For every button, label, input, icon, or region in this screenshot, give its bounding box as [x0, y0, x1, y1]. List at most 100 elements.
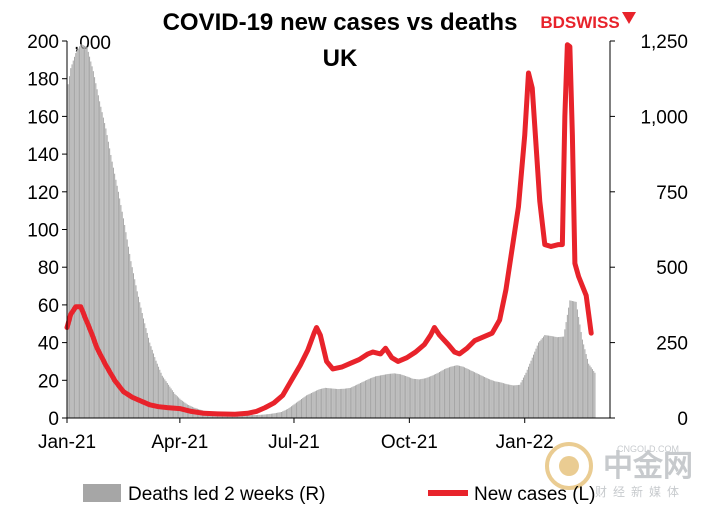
deaths-bar	[124, 224, 126, 418]
new-cases-point	[149, 404, 151, 406]
new-cases-point	[190, 410, 192, 412]
deaths-bar	[548, 335, 550, 418]
deaths-bar	[67, 84, 69, 418]
deaths-bar	[303, 397, 305, 418]
new-cases-point	[474, 340, 476, 342]
deaths-bar	[588, 363, 590, 418]
deaths-bar	[423, 378, 425, 418]
deaths-bar	[387, 373, 389, 418]
deaths-bar	[516, 385, 518, 418]
deaths-bar	[549, 335, 551, 418]
deaths-bar	[131, 267, 133, 418]
deaths-bar	[150, 346, 152, 418]
deaths-bar	[121, 211, 123, 418]
deaths-bar	[170, 388, 172, 418]
deaths-bar	[395, 373, 397, 418]
deaths-bar	[385, 374, 387, 418]
deaths-bar	[143, 318, 144, 418]
deaths-bar	[381, 375, 383, 418]
deaths-bar	[127, 246, 129, 418]
deaths-bar	[323, 388, 325, 418]
new-cases-point	[535, 144, 537, 146]
deaths-bar	[462, 366, 464, 418]
deaths-bar	[301, 399, 303, 418]
deaths-bar	[465, 367, 467, 418]
deaths-bar	[536, 345, 538, 418]
deaths-bar	[590, 367, 592, 418]
deaths-bar	[306, 395, 308, 418]
deaths-bar	[543, 336, 545, 418]
deaths-bar	[466, 368, 468, 418]
deaths-bar	[368, 378, 370, 418]
deaths-bar	[431, 375, 433, 418]
deaths-bar	[100, 106, 102, 418]
new-cases-point	[588, 313, 590, 315]
new-cases-point	[140, 400, 142, 402]
deaths-bar	[344, 388, 346, 418]
deaths-bar	[106, 135, 108, 418]
new-cases-point	[566, 44, 568, 46]
deaths-bar	[392, 373, 394, 418]
deaths-bar	[544, 335, 546, 418]
deaths-bar	[422, 378, 424, 418]
deaths-bar	[243, 414, 245, 418]
deaths-bar	[487, 378, 489, 418]
deaths-bar	[421, 378, 423, 418]
deaths-bar	[125, 232, 127, 418]
deaths-bar	[166, 383, 168, 418]
deaths-bar	[492, 380, 494, 418]
new-cases-point	[131, 396, 133, 398]
deaths-bar	[75, 53, 77, 419]
deaths-bar	[308, 394, 310, 418]
deaths-bar	[426, 377, 428, 418]
deaths-bar	[364, 380, 366, 418]
deaths-bar	[311, 392, 313, 418]
deaths-bar	[86, 47, 88, 418]
deaths-bar	[556, 337, 558, 418]
deaths-bar	[446, 368, 448, 418]
deaths-bar	[546, 335, 548, 418]
deaths-bar	[484, 376, 486, 418]
deaths-bar	[467, 369, 469, 418]
legend-label-deaths: Deaths led 2 weeks (R)	[128, 484, 325, 505]
deaths-bar	[579, 324, 581, 418]
deaths-bar	[568, 307, 570, 418]
deaths-bar	[269, 413, 271, 418]
deaths-bar	[312, 392, 314, 418]
deaths-bar	[457, 365, 459, 418]
new-cases-point	[114, 379, 116, 381]
deaths-bar	[504, 383, 506, 418]
deaths-bar	[99, 101, 101, 418]
deaths-bar	[259, 414, 261, 418]
deaths-bar	[314, 391, 316, 418]
deaths-bar	[509, 384, 511, 418]
deaths-bar	[265, 414, 267, 418]
new-cases-point	[385, 347, 387, 349]
new-cases-point	[307, 349, 309, 351]
deaths-bar	[594, 372, 596, 418]
new-cases-point	[299, 364, 301, 366]
deaths-bar	[140, 307, 142, 418]
deaths-bar	[593, 370, 595, 418]
deaths-bar	[171, 390, 173, 418]
new-cases-point	[524, 134, 526, 136]
left-tick-label: 60	[38, 296, 59, 317]
brand-logo-icon	[622, 12, 636, 24]
right-axis-ticks: 0 250 500 750 1,000 1,250	[610, 32, 688, 430]
deaths-bar	[522, 377, 524, 418]
deaths-bar	[263, 414, 265, 418]
deaths-bar	[163, 377, 165, 418]
deaths-bar	[517, 384, 519, 418]
deaths-bar	[122, 218, 124, 418]
deaths-bar	[114, 173, 116, 418]
deaths-bar	[560, 336, 562, 418]
deaths-bar	[109, 148, 111, 418]
deaths-bar	[411, 378, 413, 418]
deaths-bar	[240, 414, 242, 418]
deaths-bar	[425, 378, 427, 418]
deaths-bar	[376, 376, 378, 418]
new-cases-point	[80, 306, 82, 308]
deaths-bar	[96, 89, 98, 418]
deaths-bar	[126, 239, 128, 418]
